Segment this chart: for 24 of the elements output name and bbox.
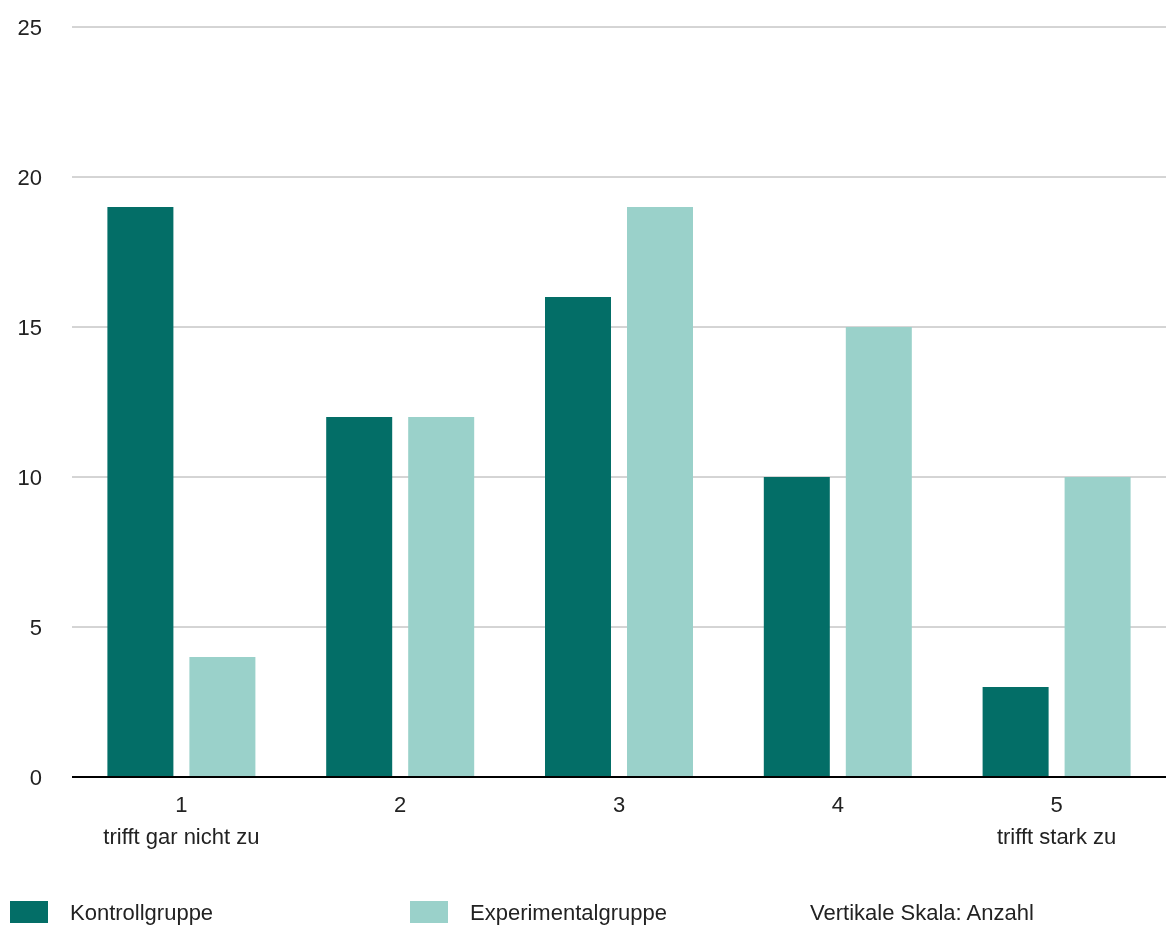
- bar: [326, 417, 393, 777]
- bar: [545, 297, 611, 777]
- bar: [107, 207, 174, 777]
- x-tick-label: 2: [394, 792, 407, 817]
- x-tick-label: 1 trifft gar nicht zu: [103, 792, 260, 849]
- x-tick-label: 3: [612, 792, 626, 817]
- y-tick-label: 0: [29, 764, 42, 790]
- x-tick-label: 5 trifft stark zu: [996, 792, 1117, 849]
- y-tick-label: 5: [29, 614, 42, 640]
- text: Vertikale Skala: Anzahl: [810, 899, 1034, 925]
- bar: [982, 687, 1049, 777]
- bar: [845, 327, 912, 777]
- bar: [189, 657, 256, 777]
- y-tick-label: 10: [17, 464, 42, 490]
- legend-label: Kontrollgruppe: [70, 899, 214, 925]
- y-tick-label: 25: [17, 14, 42, 40]
- y-tick-label: 15: [17, 314, 42, 340]
- y-tick-label: 20: [17, 164, 42, 190]
- bar: [763, 477, 830, 777]
- x-tick-label: 4: [831, 792, 844, 817]
- bar: [408, 417, 475, 777]
- bar: [1064, 477, 1131, 777]
- bar: [627, 207, 693, 777]
- legend-label: Experimentalgruppe: [470, 899, 667, 925]
